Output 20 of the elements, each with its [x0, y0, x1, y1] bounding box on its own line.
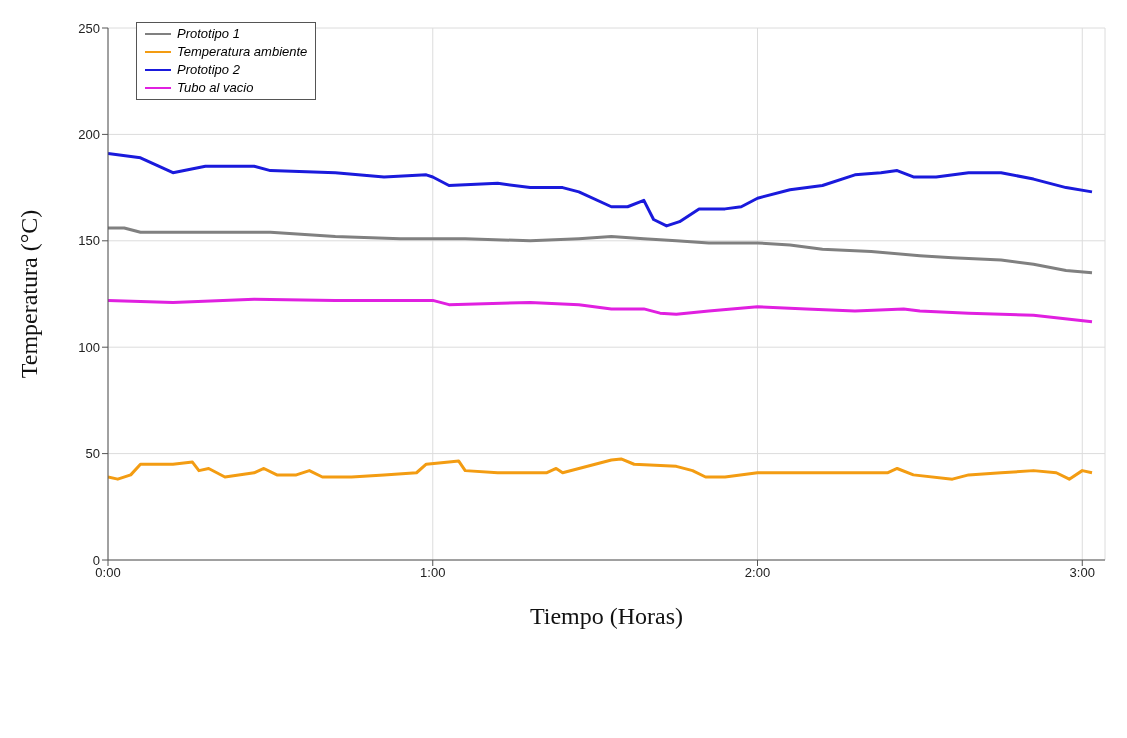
y-axis-title: Temperatura (°C)	[15, 209, 42, 379]
y-tick-label: 50	[85, 446, 100, 462]
y-tick-label: 0	[92, 552, 100, 568]
x-tick-label: 2:00	[744, 565, 771, 581]
x-tick-label: 1:00	[420, 565, 446, 581]
y-tick-label: 100	[78, 339, 100, 355]
x-tick-label: 3:00	[1069, 565, 1095, 581]
legend-label: Tubo al vacio	[177, 79, 254, 97]
line-series	[108, 152, 1094, 228]
line-series	[108, 457, 1094, 481]
legend-label: Prototipo 1	[177, 25, 240, 43]
legend-label: Prototipo 2	[177, 61, 240, 79]
y-tick-label: 250	[78, 20, 100, 36]
line-series	[108, 297, 1094, 324]
line-series	[108, 226, 1094, 275]
x-axis-title: Tiempo (Horas)	[529, 603, 684, 629]
x-tick-label: 0:00	[95, 565, 121, 581]
y-tick-label: 200	[78, 127, 100, 143]
legend-label: Temperatura ambiente	[177, 43, 308, 61]
y-tick-label: 150	[78, 233, 100, 249]
